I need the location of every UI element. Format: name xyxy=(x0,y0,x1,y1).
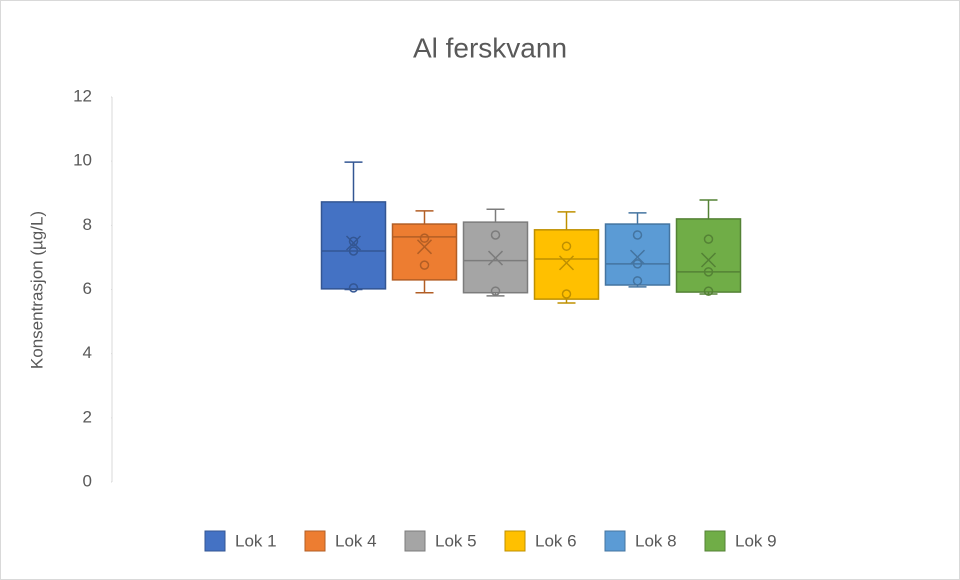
point xyxy=(348,236,359,247)
legend-swatch xyxy=(204,530,226,552)
y-tick-label: 6 xyxy=(83,279,92,298)
point xyxy=(703,234,714,244)
mean-marker xyxy=(345,235,362,251)
point xyxy=(419,260,430,270)
legend-swatch xyxy=(504,530,526,552)
mean-marker xyxy=(416,239,433,255)
point xyxy=(632,259,643,269)
y-tick-label: 10 xyxy=(73,151,92,170)
y-tick-label: 12 xyxy=(73,86,92,105)
legend-label: Lok 1 xyxy=(235,531,277,550)
legend-swatch xyxy=(704,530,726,552)
legend-swatch xyxy=(604,530,626,552)
point xyxy=(348,283,359,293)
y-tick-label: 0 xyxy=(83,471,92,490)
point xyxy=(632,230,643,240)
point xyxy=(561,241,572,251)
box xyxy=(391,223,458,281)
legend-label: Lok 6 xyxy=(535,531,577,550)
legend-label: Lok 9 xyxy=(735,531,777,550)
y-tick-label: 2 xyxy=(83,407,92,426)
box xyxy=(675,218,742,293)
mean-marker xyxy=(558,255,575,271)
y-tick-label: 8 xyxy=(83,215,92,234)
point xyxy=(490,230,501,240)
point xyxy=(490,286,501,296)
legend-label: Lok 4 xyxy=(335,531,377,550)
point xyxy=(561,289,572,299)
mean-marker xyxy=(629,249,646,265)
mean-marker xyxy=(487,250,504,266)
box xyxy=(533,229,600,300)
point xyxy=(703,267,714,277)
point xyxy=(419,233,430,243)
chart-title: Al ferskvann xyxy=(413,32,567,63)
box xyxy=(604,223,671,286)
legend-label: Lok 8 xyxy=(635,531,677,550)
y-tick-label: 4 xyxy=(83,343,92,362)
point xyxy=(703,286,714,296)
legend-label: Lok 5 xyxy=(435,531,477,550)
y-axis-label: Konsentrasjon (µg/L) xyxy=(27,211,46,369)
legend-swatch xyxy=(404,530,426,552)
point xyxy=(348,246,359,256)
legend-swatch xyxy=(304,530,326,552)
mean-marker xyxy=(700,252,717,268)
point xyxy=(632,276,643,286)
